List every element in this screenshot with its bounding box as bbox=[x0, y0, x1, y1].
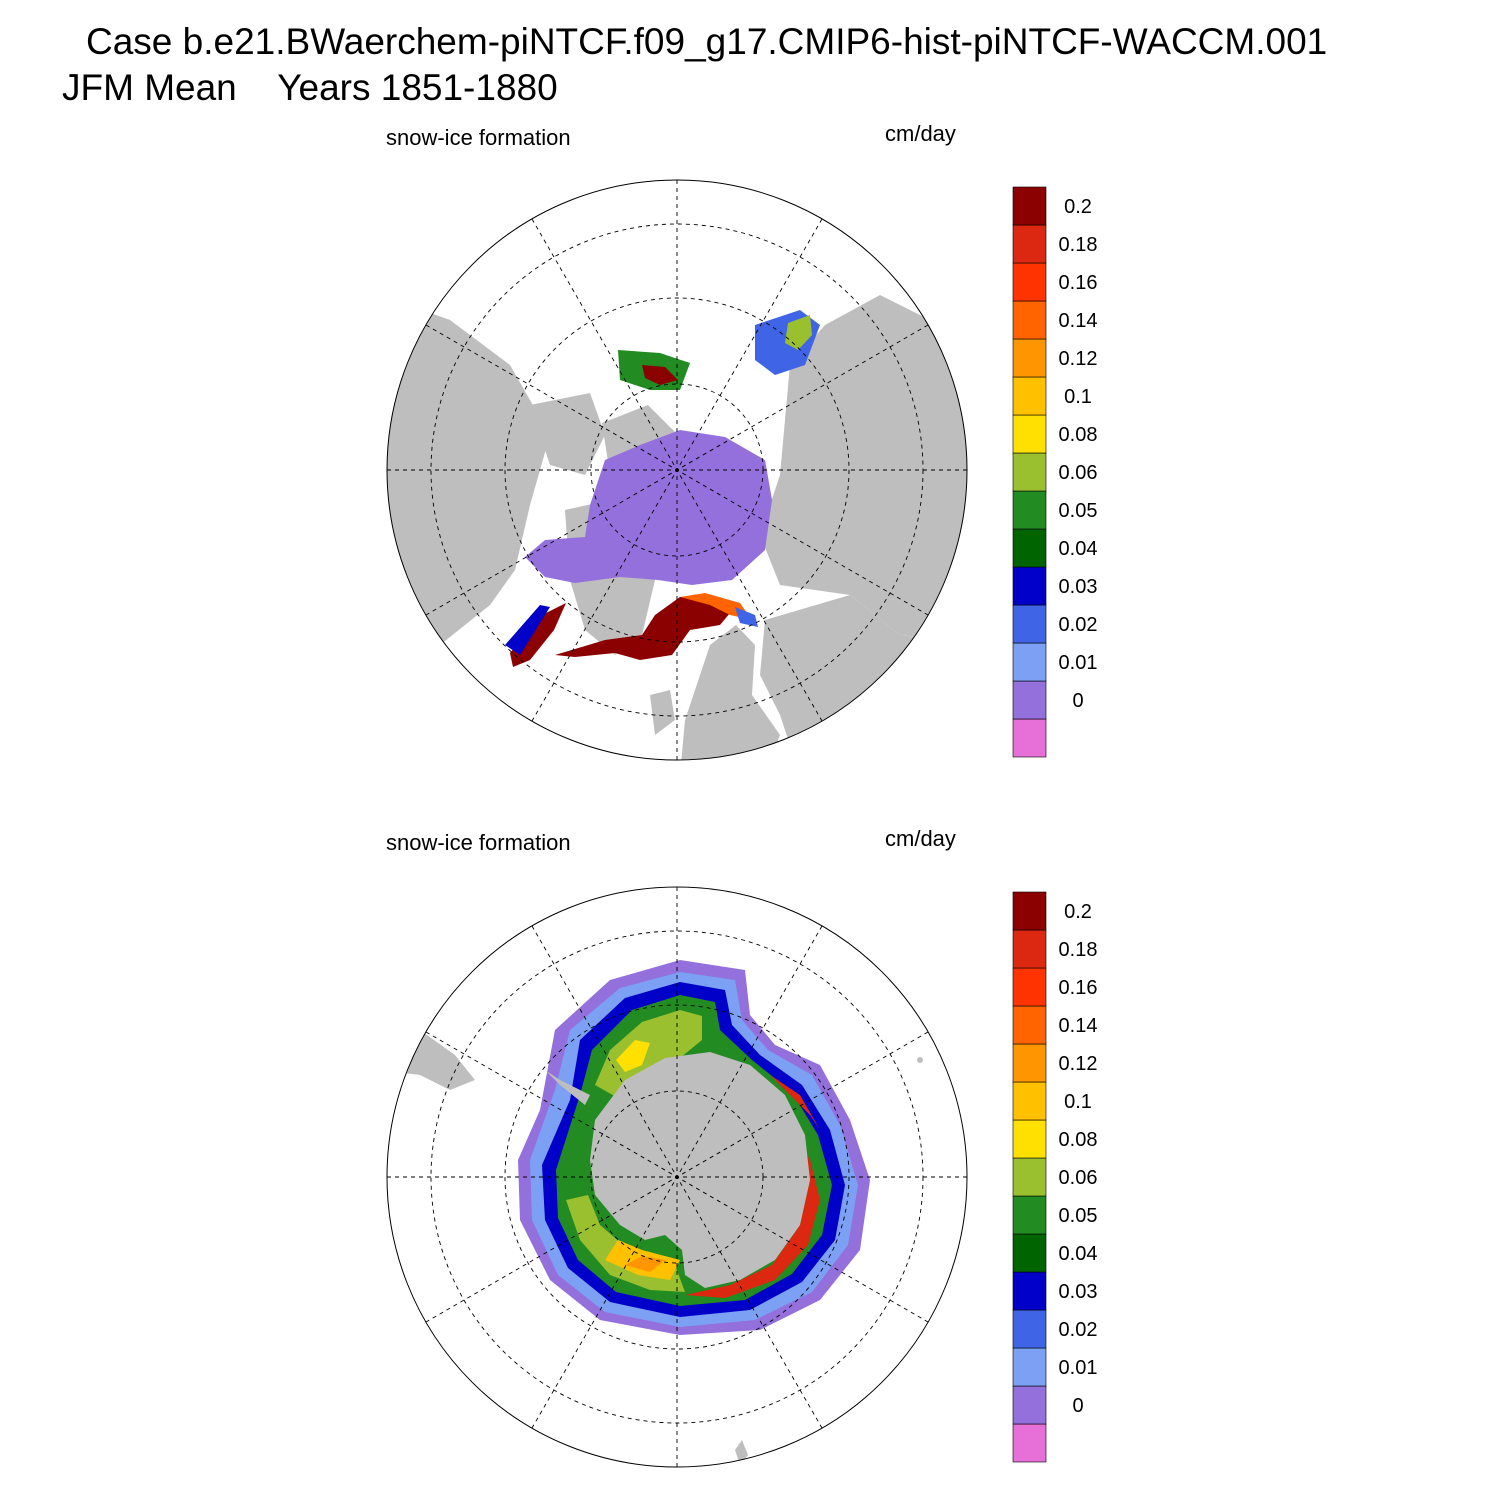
south-colorbar-label-7: 0.08 bbox=[1059, 1129, 1098, 1151]
north-map-boundary bbox=[386, 179, 968, 761]
south-colorbar-label-13: 0.2 bbox=[1064, 901, 1092, 923]
panel-south: snow-ice formation cm/day bbox=[0, 820, 1500, 1500]
south-colorbar-label-5: 0.05 bbox=[1059, 1205, 1098, 1227]
south-colorbar-label-3: 0.03 bbox=[1059, 1281, 1098, 1303]
north-colorbar-box-12 bbox=[1012, 262, 1047, 302]
north-colorbar: 0 0.01 0.02 0.03 0.04 0.05 0.06 0.08 0.1 0.12 0.14… bbox=[1012, 186, 1098, 758]
south-colorbar-box-6 bbox=[1012, 1195, 1047, 1235]
north-labrador-band bbox=[510, 603, 566, 667]
south-colorbar-label-8: 0.1 bbox=[1064, 1091, 1092, 1113]
north-colorbar-box-4 bbox=[1012, 566, 1047, 606]
south-colorbar-box-4 bbox=[1012, 1271, 1047, 1311]
south-colorbar-box-0 bbox=[1012, 1423, 1047, 1463]
north-colorbar-box-8 bbox=[1012, 414, 1047, 454]
north-colorbar-label-4: 0.04 bbox=[1059, 538, 1098, 560]
north-colorbar-box-9 bbox=[1012, 376, 1047, 416]
north-colorbar-box-6 bbox=[1012, 490, 1047, 530]
north-colorbar-label-6: 0.06 bbox=[1059, 462, 1098, 484]
south-colorbar-box-14 bbox=[1012, 891, 1047, 931]
panel-north: snow-ice formation cm/day bbox=[0, 115, 1500, 815]
north-colorbar-label-9: 0.12 bbox=[1059, 348, 1098, 370]
panel-south-variable-label: snow-ice formation bbox=[386, 830, 571, 855]
north-colorbar-box-1 bbox=[1012, 680, 1047, 720]
north-colorbar-box-3 bbox=[1012, 604, 1047, 644]
north-arctic-ice bbox=[525, 430, 772, 585]
north-colorbar-label-13: 0.2 bbox=[1064, 196, 1092, 218]
north-colorbar-box-5 bbox=[1012, 528, 1047, 568]
south-colorbar-labels: 0 0.01 0.02 0.03 0.04 0.05 0.06 0.08 0.1 0.12 0.14… bbox=[1059, 901, 1098, 1417]
south-colorbar-box-12 bbox=[1012, 967, 1047, 1007]
north-colorbar-label-8: 0.1 bbox=[1064, 386, 1092, 408]
north-greenland-band bbox=[555, 595, 735, 660]
south-colorbar-label-10: 0.14 bbox=[1059, 1015, 1098, 1037]
south-map-boundary bbox=[386, 886, 968, 1468]
north-colorbar-label-1: 0.01 bbox=[1059, 652, 1098, 674]
north-colorbar-box-2 bbox=[1012, 642, 1047, 682]
panel-north-variable-label: snow-ice formation bbox=[386, 125, 571, 150]
panel-north-units-label: cm/day bbox=[885, 121, 956, 146]
panel-south-units-label: cm/day bbox=[885, 826, 956, 851]
south-colorbar-label-6: 0.06 bbox=[1059, 1167, 1098, 1189]
north-graticule bbox=[387, 180, 967, 760]
south-colorbar-label-9: 0.12 bbox=[1059, 1053, 1098, 1075]
south-antarctica bbox=[590, 1052, 810, 1288]
south-polar-map bbox=[386, 886, 968, 1468]
north-colorbar-box-0 bbox=[1012, 718, 1047, 758]
north-colorbar-label-2: 0.02 bbox=[1059, 614, 1098, 636]
north-colorbar-box-11 bbox=[1012, 300, 1047, 340]
north-colorbar-box-10 bbox=[1012, 338, 1047, 378]
south-colorbar-box-3 bbox=[1012, 1309, 1047, 1349]
south-colorbar-box-11 bbox=[1012, 1005, 1047, 1045]
south-colorbar-box-2 bbox=[1012, 1347, 1047, 1387]
south-colorbar-box-1 bbox=[1012, 1385, 1047, 1425]
south-colorbar-box-9 bbox=[1012, 1081, 1047, 1121]
south-colorbar-boxes bbox=[1012, 891, 1047, 1463]
south-colorbar-label-4: 0.04 bbox=[1059, 1243, 1098, 1265]
figure-subtitle: JFM Mean Years 1851-1880 bbox=[62, 67, 558, 108]
north-colorbar-label-11: 0.16 bbox=[1059, 272, 1098, 294]
figure-title: Case b.e21.BWaerchem-piNTCF.f09_g17.CMIP… bbox=[86, 21, 1328, 62]
north-colorbar-boxes bbox=[1012, 186, 1047, 758]
north-colorbar-box-14 bbox=[1012, 186, 1047, 226]
south-colorbar-box-10 bbox=[1012, 1043, 1047, 1083]
north-colorbar-label-10: 0.14 bbox=[1059, 310, 1098, 332]
north-colorbar-label-3: 0.03 bbox=[1059, 576, 1098, 598]
south-colorbar-label-1: 0.01 bbox=[1059, 1357, 1098, 1379]
south-colorbar-label-0: 0 bbox=[1072, 1395, 1083, 1417]
north-colorbar-box-7 bbox=[1012, 452, 1047, 492]
south-colorbar-box-8 bbox=[1012, 1119, 1047, 1159]
south-colorbar-label-12: 0.18 bbox=[1059, 939, 1098, 961]
south-colorbar: 0 0.01 0.02 0.03 0.04 0.05 0.06 0.08 0.1 0.12 0.14… bbox=[1012, 891, 1098, 1463]
south-colorbar-box-13 bbox=[1012, 929, 1047, 969]
south-colorbar-box-7 bbox=[1012, 1157, 1047, 1197]
north-colorbar-label-5: 0.05 bbox=[1059, 500, 1098, 522]
south-america-tip bbox=[387, 1020, 475, 1090]
south-graticule bbox=[387, 887, 967, 1467]
north-colorbar-box-13 bbox=[1012, 224, 1047, 264]
north-colorbar-labels: 0 0.01 0.02 0.03 0.04 0.05 0.06 0.08 0.1 0.12 0.14… bbox=[1059, 196, 1098, 712]
north-colorbar-label-12: 0.18 bbox=[1059, 234, 1098, 256]
south-colorbar-label-2: 0.02 bbox=[1059, 1319, 1098, 1341]
south-colorbar-label-11: 0.16 bbox=[1059, 977, 1098, 999]
south-colorbar-box-5 bbox=[1012, 1233, 1047, 1273]
north-colorbar-label-0: 0 bbox=[1072, 690, 1083, 712]
north-polar-map bbox=[386, 179, 968, 761]
north-colorbar-label-7: 0.08 bbox=[1059, 424, 1098, 446]
